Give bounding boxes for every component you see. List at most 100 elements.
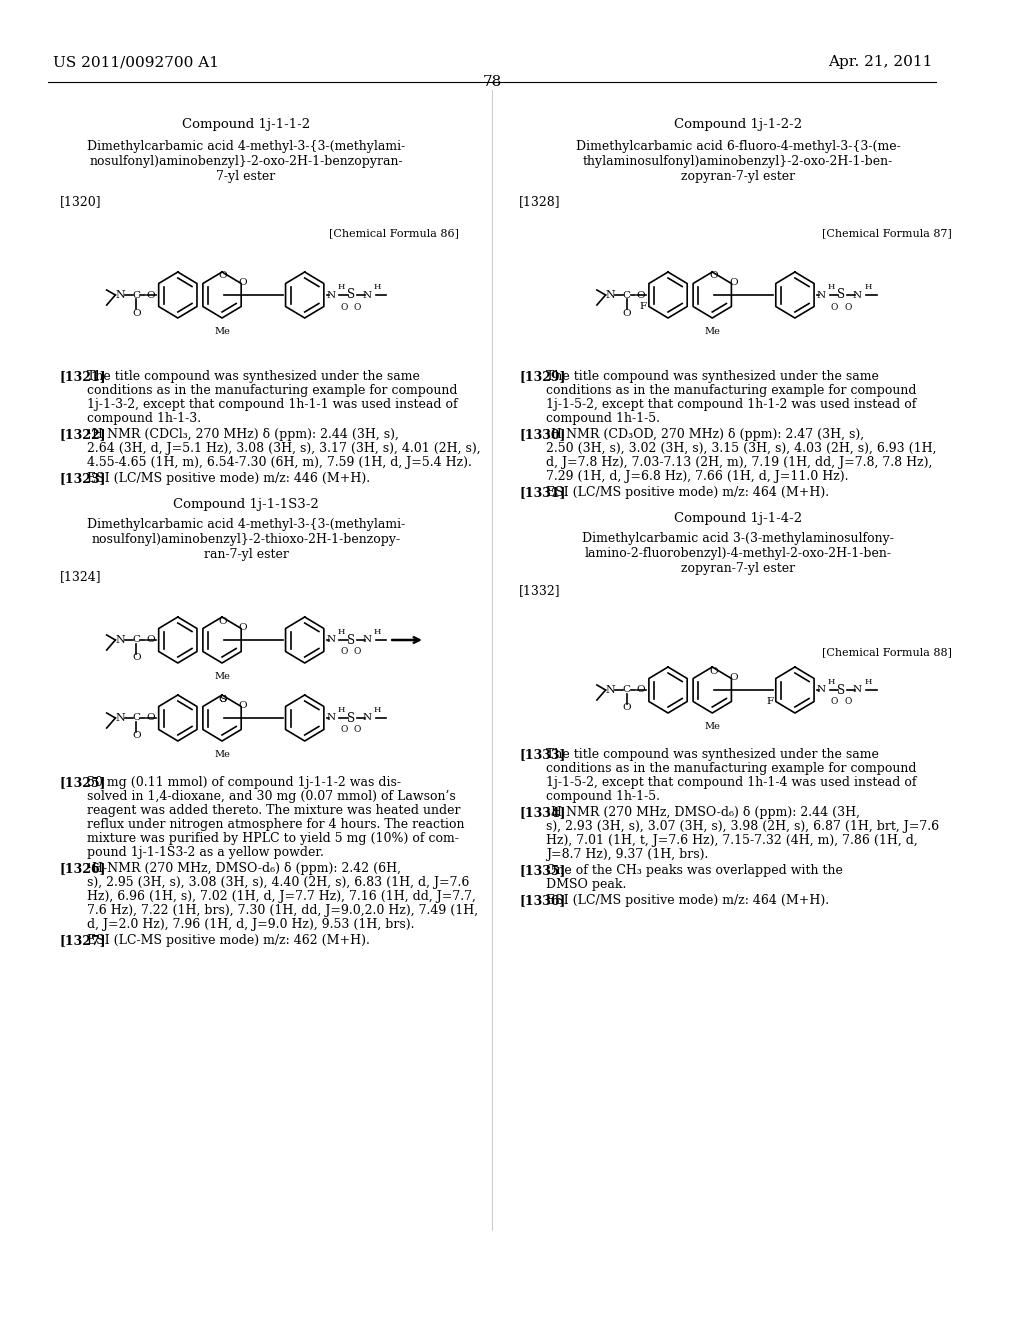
Text: Dimethylcarbamic acid 4-methyl-3-{3-(methylami-: Dimethylcarbamic acid 4-methyl-3-{3-(met… [87,517,406,531]
Text: DMSO peak.: DMSO peak. [546,878,627,891]
Text: J=8.7 Hz), 9.37 (1H, brs).: J=8.7 Hz), 9.37 (1H, brs). [546,847,709,861]
Text: [1320]: [1320] [59,195,101,209]
Text: Dimethylcarbamic acid 4-methyl-3-{3-(methylami-: Dimethylcarbamic acid 4-methyl-3-{3-(met… [87,140,406,153]
Text: O: O [340,726,348,734]
Text: zopyran-7-yl ester: zopyran-7-yl ester [681,170,796,183]
Text: 1j-1-3-2, except that compound 1h-1-1 was used instead of: 1j-1-3-2, except that compound 1h-1-1 wa… [86,399,457,411]
Text: Compound 1j-1-1-2: Compound 1j-1-1-2 [182,117,310,131]
Text: conditions as in the manufacturing example for compound: conditions as in the manufacturing examp… [546,384,916,397]
Text: Me: Me [705,722,720,731]
Text: [1321]: [1321] [59,370,106,383]
Text: O: O [637,685,645,694]
Text: compound 1h-1-3.: compound 1h-1-3. [86,412,201,425]
Text: O: O [709,667,718,676]
Text: [1323]: [1323] [59,473,106,484]
Text: Me: Me [214,750,230,759]
Text: O: O [844,302,852,312]
Text: O: O [219,272,227,281]
Text: N: N [816,685,825,694]
Text: N: N [362,714,372,722]
Text: H: H [864,282,871,290]
Text: 50 mg (0.11 mmol) of compound 1j-1-1-2 was dis-: 50 mg (0.11 mmol) of compound 1j-1-1-2 w… [86,776,400,789]
Text: ESI (LC/MS positive mode) m/z: 464 (M+H).: ESI (LC/MS positive mode) m/z: 464 (M+H)… [546,486,829,499]
Text: Hz), 6.96 (1H, s), 7.02 (1H, d, J=7.7 Hz), 7.16 (1H, dd, J=7.7,: Hz), 6.96 (1H, s), 7.02 (1H, d, J=7.7 Hz… [86,890,475,903]
Text: O: O [844,697,852,706]
Text: C: C [132,635,140,644]
Text: 78: 78 [482,75,502,88]
Text: O: O [623,704,631,713]
Text: C: C [623,685,631,694]
Text: N: N [605,290,615,300]
Text: H: H [864,678,871,686]
Text: [1322]: [1322] [59,428,106,441]
Text: O: O [146,290,156,300]
Text: H: H [374,282,381,290]
Text: O: O [729,673,737,682]
Text: [1332]: [1332] [519,583,561,597]
Text: ESI (LC/MS positive mode) m/z: 446 (M+H).: ESI (LC/MS positive mode) m/z: 446 (M+H)… [86,473,370,484]
Text: ran-7-yl ester: ran-7-yl ester [204,548,289,561]
Text: nosulfonyl)aminobenzyl}-2-oxo-2H-1-benzopyran-: nosulfonyl)aminobenzyl}-2-oxo-2H-1-benzo… [89,154,402,168]
Text: [1325]: [1325] [59,776,106,789]
Text: [Chemical Formula 87]: [Chemical Formula 87] [821,228,951,238]
Text: [1330]: [1330] [519,428,565,441]
Text: [1324]: [1324] [59,570,101,583]
Text: O: O [340,648,348,656]
Text: O: O [623,309,631,318]
Text: O: O [354,726,361,734]
Text: 7.29 (1H, d, J=6.8 Hz), 7.66 (1H, d, J=11.0 Hz).: 7.29 (1H, d, J=6.8 Hz), 7.66 (1H, d, J=1… [546,470,849,483]
Text: Dimethylcarbamic acid 3-(3-methylaminosulfony-: Dimethylcarbamic acid 3-(3-methylaminosu… [583,532,894,545]
Text: N: N [853,290,862,300]
Text: N: N [605,685,615,696]
Text: Compound 1j-1-2-2: Compound 1j-1-2-2 [674,117,802,131]
Text: Compound 1j-1-1S3-2: Compound 1j-1-1S3-2 [173,498,318,511]
Text: 1j-1-5-2, except that compound 1h-1-4 was used instead of: 1j-1-5-2, except that compound 1h-1-4 wa… [546,776,916,789]
Text: S: S [837,684,845,697]
Text: O: O [219,694,227,704]
Text: S: S [347,634,355,647]
Text: reflux under nitrogen atmosphere for 4 hours. The reaction: reflux under nitrogen atmosphere for 4 h… [86,818,464,832]
Text: Compound 1j-1-4-2: Compound 1j-1-4-2 [674,512,802,525]
Text: s), 2.95 (3H, s), 3.08 (3H, s), 4.40 (2H, s), 6.83 (1H, d, J=7.6: s), 2.95 (3H, s), 3.08 (3H, s), 4.40 (2H… [86,876,469,888]
Text: C: C [132,290,140,300]
Text: O: O [729,279,737,286]
Text: [Chemical Formula 88]: [Chemical Formula 88] [821,647,951,657]
Text: N: N [326,290,335,300]
Text: F: F [766,697,773,706]
Text: [1328]: [1328] [519,195,561,209]
Text: S: S [347,711,355,725]
Text: ¹H NMR (CD₃OD, 270 MHz) δ (ppm): 2.47 (3H, s),: ¹H NMR (CD₃OD, 270 MHz) δ (ppm): 2.47 (3… [546,428,864,441]
Text: nosulfonyl)aminobenzyl}-2-thioxo-2H-1-benzopy-: nosulfonyl)aminobenzyl}-2-thioxo-2H-1-be… [91,533,400,546]
Text: F: F [640,302,647,312]
Text: 7.6 Hz), 7.22 (1H, brs), 7.30 (1H, dd, J=9.0,2.0 Hz), 7.49 (1H,: 7.6 Hz), 7.22 (1H, brs), 7.30 (1H, dd, J… [86,904,477,917]
Text: [Chemical Formula 86]: [Chemical Formula 86] [330,228,460,238]
Text: N: N [116,713,125,723]
Text: N: N [326,635,335,644]
Text: US 2011/0092700 A1: US 2011/0092700 A1 [53,55,219,69]
Text: O: O [637,290,645,300]
Text: H: H [337,282,345,290]
Text: H: H [827,282,835,290]
Text: ¹H NMR (270 MHz, DMSO-d₆) δ (ppm): 2.44 (3H,: ¹H NMR (270 MHz, DMSO-d₆) δ (ppm): 2.44 … [546,807,860,818]
Text: H: H [337,628,345,636]
Text: [1331]: [1331] [519,486,565,499]
Text: d, J=2.0 Hz), 7.96 (1H, d, J=9.0 Hz), 9.53 (1H, brs).: d, J=2.0 Hz), 7.96 (1H, d, J=9.0 Hz), 9.… [86,917,414,931]
Text: N: N [116,290,125,300]
Text: N: N [326,714,335,722]
Text: 2.64 (3H, d, J=5.1 Hz), 3.08 (3H, s), 3.17 (3H, s), 4.01 (2H, s),: 2.64 (3H, d, J=5.1 Hz), 3.08 (3H, s), 3.… [86,442,480,455]
Text: Apr. 21, 2011: Apr. 21, 2011 [828,55,933,69]
Text: ESI (LC-MS positive mode) m/z: 462 (M+H).: ESI (LC-MS positive mode) m/z: 462 (M+H)… [86,935,370,946]
Text: pound 1j-1-1S3-2 as a yellow powder.: pound 1j-1-1S3-2 as a yellow powder. [86,846,324,859]
Text: Hz), 7.01 (1H, t, J=7.6 Hz), 7.15-7.32 (4H, m), 7.86 (1H, d,: Hz), 7.01 (1H, t, J=7.6 Hz), 7.15-7.32 (… [546,834,918,847]
Text: O: O [132,731,141,741]
Text: Dimethylcarbamic acid 6-fluoro-4-methyl-3-{3-(me-: Dimethylcarbamic acid 6-fluoro-4-methyl-… [575,140,900,153]
Text: N: N [853,685,862,694]
Text: The title compound was synthesized under the same: The title compound was synthesized under… [546,370,879,383]
Text: S: S [347,289,355,301]
Text: ¹H-NMR (270 MHz, DMSO-d₆) δ (ppm): 2.42 (6H,: ¹H-NMR (270 MHz, DMSO-d₆) δ (ppm): 2.42 … [86,862,400,875]
Text: N: N [362,290,372,300]
Text: [1333]: [1333] [519,748,565,762]
Text: [1327]: [1327] [59,935,106,946]
Text: [1334]: [1334] [519,807,565,818]
Text: The title compound was synthesized under the same: The title compound was synthesized under… [546,748,879,762]
